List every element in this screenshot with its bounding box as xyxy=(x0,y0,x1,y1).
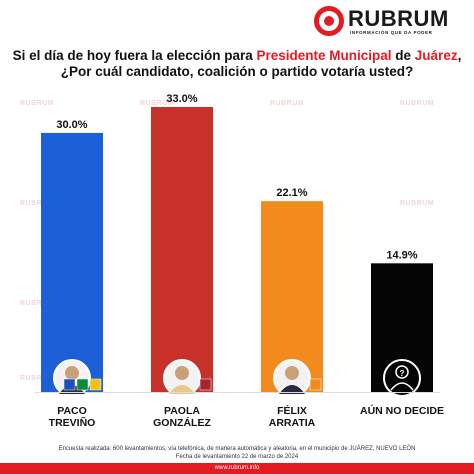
brand-tagline: INFORMACIÓN QUE DA PODER xyxy=(350,30,433,35)
rubrum-logo-icon xyxy=(314,6,344,36)
watermark: RUBRUM xyxy=(270,100,305,107)
category-label: ARRATIA xyxy=(269,417,316,429)
data-label: 33.0% xyxy=(166,93,197,105)
survey-date: Fecha de levantamiento 22 de marzo de 20… xyxy=(175,454,299,460)
svg-text:?: ? xyxy=(400,369,405,378)
data-label: 30.0% xyxy=(56,119,87,131)
watermark: RUBRUM xyxy=(400,200,435,207)
title-highlight-city: Juárez xyxy=(414,48,458,63)
data-label: 14.9% xyxy=(386,249,417,261)
brand-name: RUBRUM xyxy=(348,6,449,31)
candidate-photo xyxy=(53,359,91,397)
party-logo-mc-icon xyxy=(309,378,322,391)
undecided-icon: ? xyxy=(383,359,421,397)
party-logo-prd-icon xyxy=(89,378,102,391)
category-label: PACO xyxy=(57,405,87,417)
bar xyxy=(151,107,213,392)
data-label: 22.1% xyxy=(276,187,307,199)
title-highlight-office: Presidente Municipal xyxy=(256,48,392,63)
category-label: AÚN NO DECIDE xyxy=(360,404,444,417)
watermark: RUBRUM xyxy=(20,300,55,307)
watermark: RUBRUM xyxy=(20,200,55,207)
category-label: FÉLIX xyxy=(277,404,307,417)
party-logo-morena-icon xyxy=(199,378,212,391)
party-logo-pri-icon xyxy=(76,378,89,391)
candidate-photo xyxy=(273,359,311,397)
chart-title: Si el día de hoy fuera la elección para … xyxy=(0,48,474,80)
category-label: TREVIÑO xyxy=(49,416,96,429)
watermark: RUBRUM xyxy=(20,375,55,382)
category-label: PAOLA xyxy=(164,405,200,417)
party-logo-pan-icon xyxy=(63,378,76,391)
candidate-photo xyxy=(163,359,201,397)
watermark: RUBRUM xyxy=(400,100,435,107)
survey-note: Encuesta realizada: 600 levantamientos, … xyxy=(58,446,416,452)
category-label: GONZÁLEZ xyxy=(153,416,211,429)
watermark: RUBRUM xyxy=(20,100,55,107)
website-url[interactable]: www.rubrum.info xyxy=(0,463,474,474)
watermark: RUBRUM xyxy=(140,100,175,107)
rubrum-logo: RUBRUM INFORMACIÓN QUE DA PODER xyxy=(314,6,464,38)
bar xyxy=(41,132,103,392)
chart-question: ¿Por cuál candidato, coalición o partido… xyxy=(60,64,414,79)
